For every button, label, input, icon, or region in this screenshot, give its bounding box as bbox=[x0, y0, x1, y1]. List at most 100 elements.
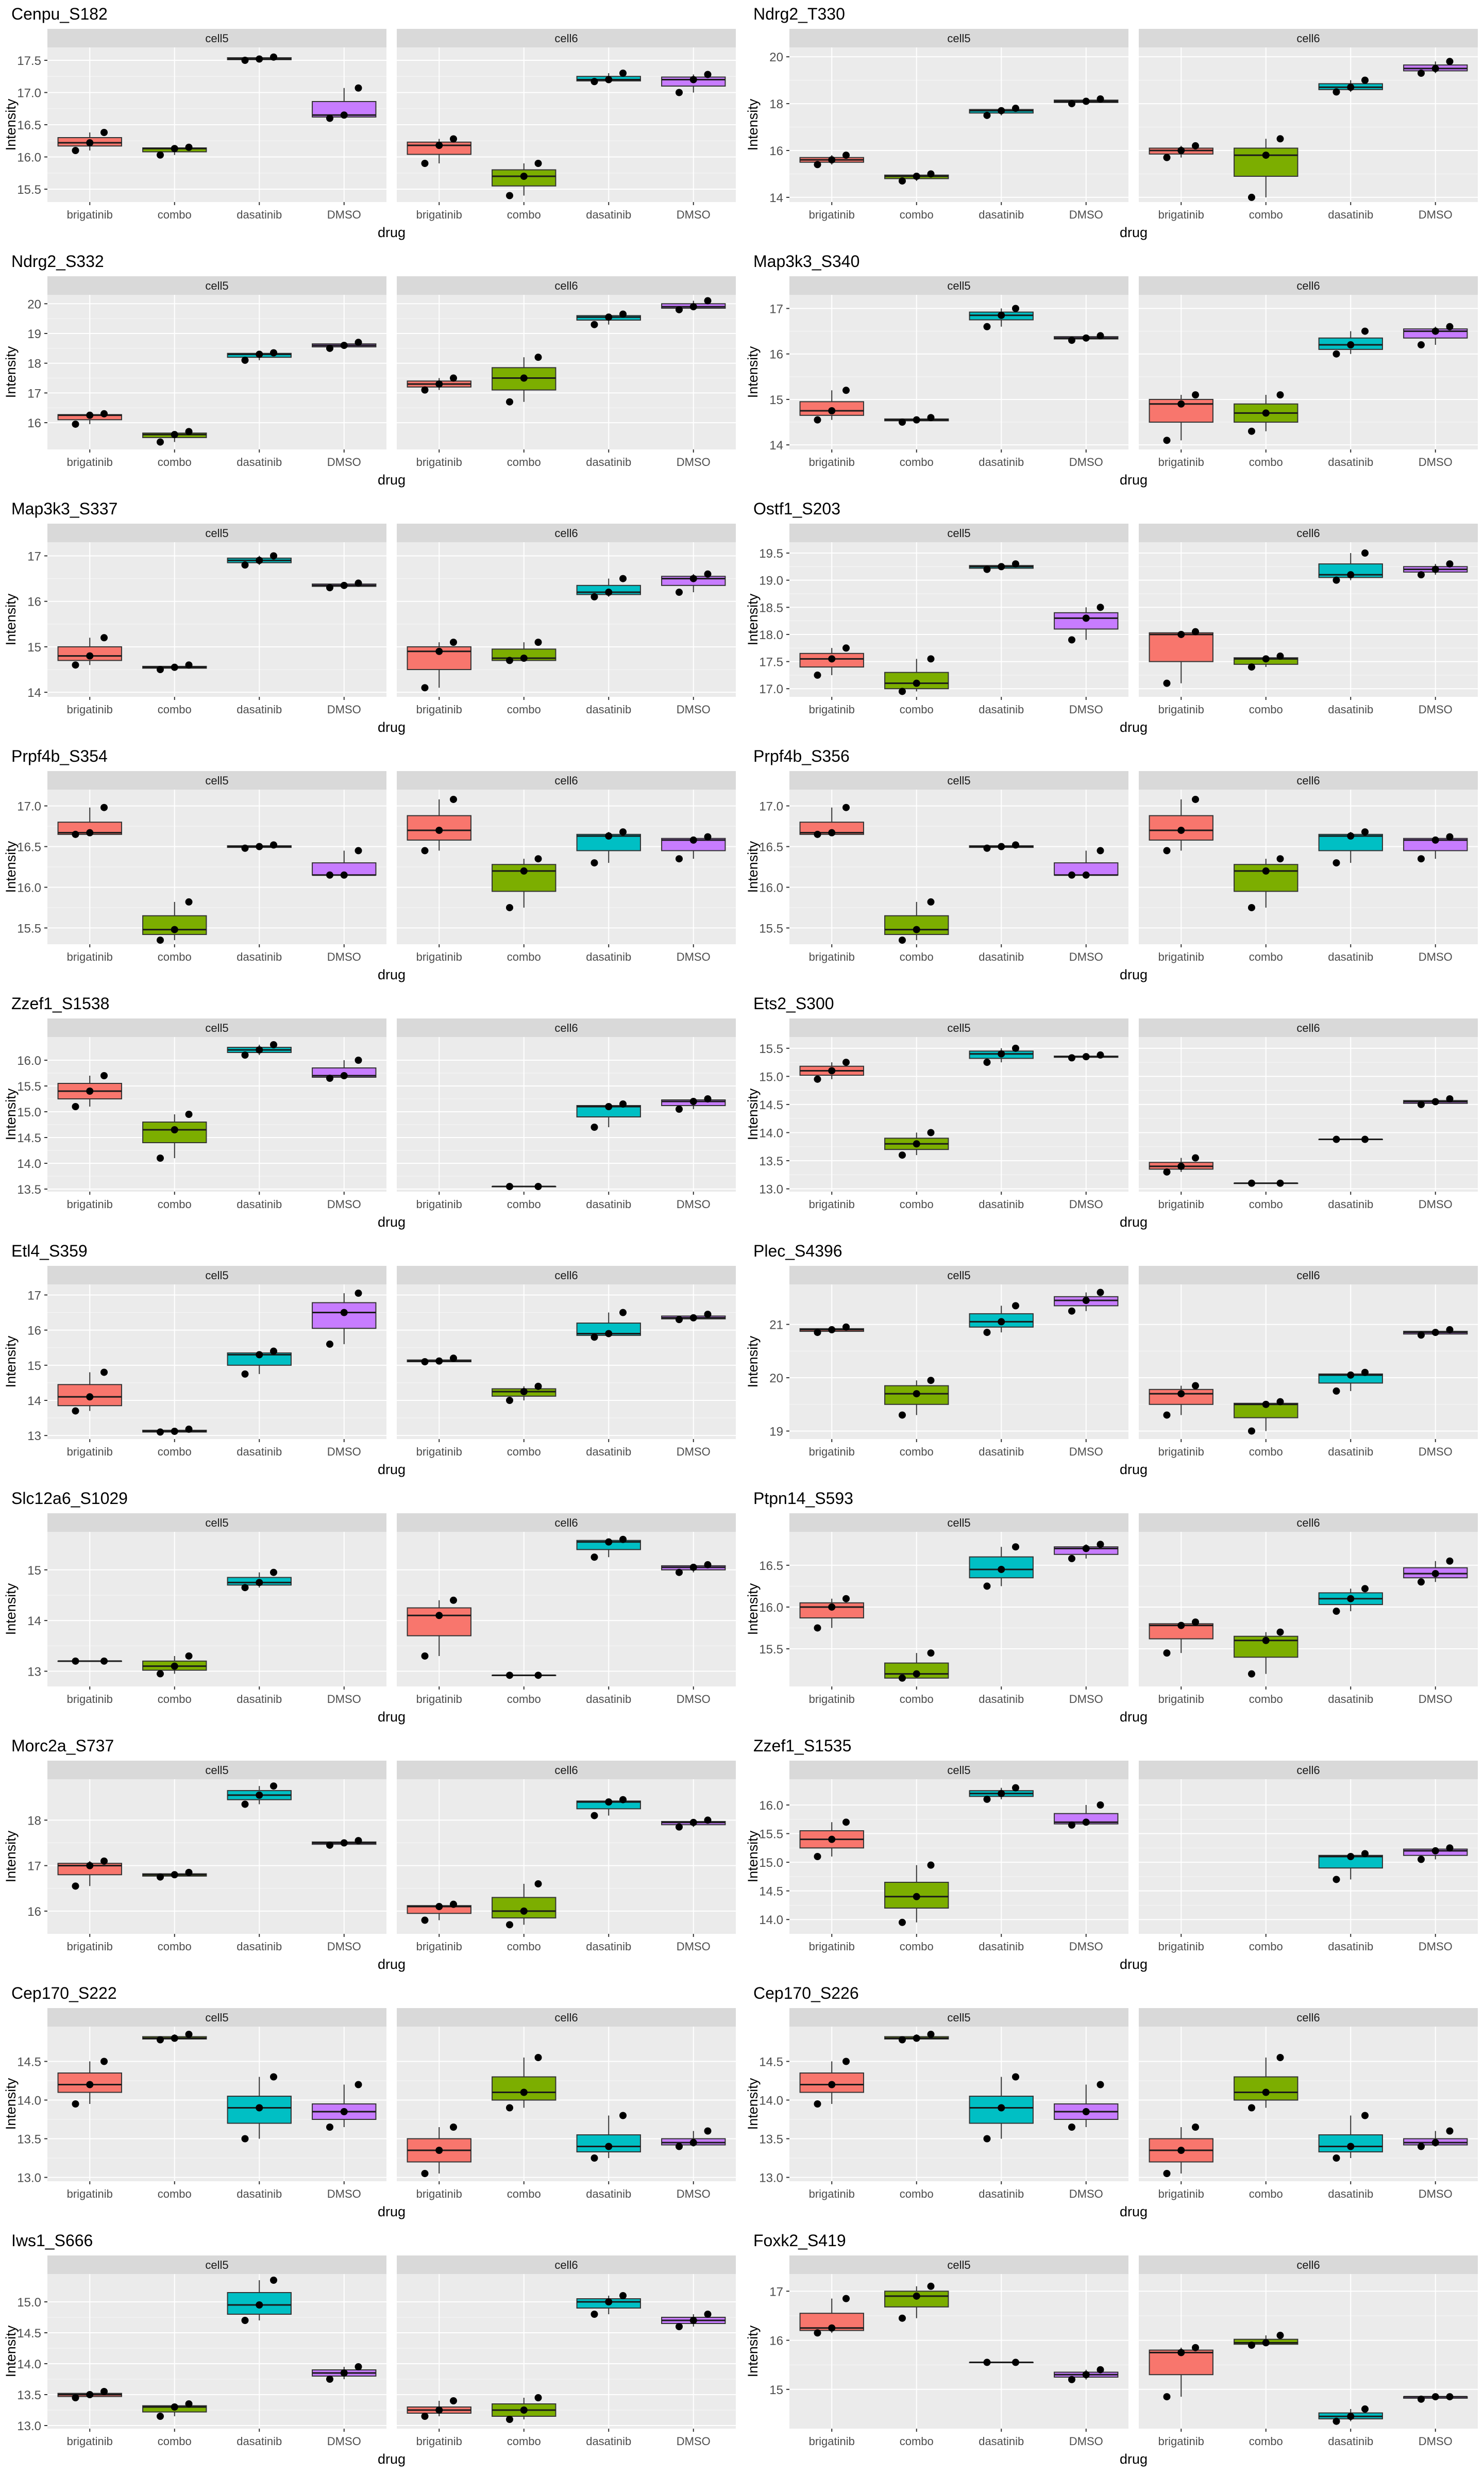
data-point bbox=[619, 1535, 627, 1543]
data-point bbox=[1097, 2081, 1104, 2088]
x-tick-label: brigatinib bbox=[809, 1445, 855, 1458]
y-tick-label: 14 bbox=[27, 1394, 41, 1408]
x-tick-label: brigatinib bbox=[1158, 208, 1204, 221]
panel-background bbox=[789, 47, 1128, 202]
box-dasatinib bbox=[576, 833, 641, 851]
data-point bbox=[1347, 1595, 1355, 1602]
data-point bbox=[185, 898, 193, 906]
data-point bbox=[1177, 1390, 1185, 1398]
data-point bbox=[185, 428, 193, 436]
x-axis-label: drug bbox=[1120, 1214, 1148, 1230]
data-point bbox=[156, 438, 164, 446]
x-tick-label: brigatinib bbox=[416, 1445, 462, 1458]
y-tick-label: 19.0 bbox=[759, 574, 783, 588]
x-tick-label: combo bbox=[1249, 703, 1283, 716]
data-point bbox=[1276, 1628, 1284, 1636]
x-axis-label: drug bbox=[1120, 967, 1148, 982]
x-axis-label: drug bbox=[1120, 1709, 1148, 1725]
y-tick-label: 14 bbox=[769, 191, 783, 205]
data-point bbox=[171, 1126, 178, 1133]
data-point bbox=[842, 1595, 850, 1602]
data-point bbox=[591, 1124, 598, 1131]
x-axis-label: drug bbox=[1120, 1957, 1148, 1972]
data-point bbox=[326, 2376, 333, 2383]
data-point bbox=[1012, 2073, 1020, 2081]
facet-strip bbox=[789, 276, 1128, 295]
x-tick-label: dasatinib bbox=[237, 950, 282, 963]
data-point bbox=[1417, 2395, 1425, 2403]
data-point bbox=[927, 1377, 935, 1384]
data-point bbox=[185, 2400, 193, 2408]
x-tick-label: brigatinib bbox=[1158, 2187, 1204, 2200]
data-point bbox=[828, 2081, 836, 2088]
x-tick-label: brigatinib bbox=[1158, 1693, 1204, 1706]
x-tick-label: dasatinib bbox=[586, 1198, 631, 1211]
data-point bbox=[1247, 663, 1255, 671]
x-tick-label: brigatinib bbox=[1158, 1445, 1204, 1458]
data-point bbox=[340, 2108, 348, 2115]
facet-label: cell6 bbox=[1296, 1516, 1320, 1529]
x-tick-label: dasatinib bbox=[1328, 1198, 1373, 1211]
data-point bbox=[828, 1603, 836, 1611]
data-point bbox=[605, 2298, 613, 2305]
data-point bbox=[591, 593, 598, 600]
data-point bbox=[355, 1057, 362, 1064]
data-point bbox=[605, 1103, 613, 1110]
x-tick-label: combo bbox=[507, 1940, 541, 1953]
data-point bbox=[72, 830, 79, 838]
data-point bbox=[1431, 64, 1439, 72]
facet-label: cell6 bbox=[554, 527, 578, 540]
data-point bbox=[355, 2363, 362, 2370]
x-tick-label: dasatinib bbox=[1328, 703, 1373, 716]
y-tick-label: 16.5 bbox=[759, 1559, 783, 1573]
y-tick-label: 14.5 bbox=[759, 2055, 783, 2069]
data-point bbox=[1097, 1051, 1104, 1059]
data-point bbox=[1262, 867, 1270, 875]
x-axis-label: drug bbox=[378, 967, 406, 982]
facet-strip bbox=[397, 276, 736, 295]
data-point bbox=[185, 1652, 193, 1660]
y-tick-label: 16.0 bbox=[17, 151, 41, 165]
x-tick-label: combo bbox=[1249, 950, 1283, 963]
y-tick-label: 14 bbox=[27, 686, 41, 700]
data-point bbox=[828, 2324, 836, 2332]
data-point bbox=[1163, 154, 1171, 161]
data-point bbox=[355, 339, 362, 346]
x-tick-label: brigatinib bbox=[67, 1445, 113, 1458]
facet-label: cell5 bbox=[205, 527, 228, 540]
data-point bbox=[1247, 1427, 1255, 1435]
y-tick-label: 13.0 bbox=[17, 2171, 41, 2185]
panel-background bbox=[789, 2274, 1128, 2429]
x-tick-label: DMSO bbox=[327, 2435, 361, 2448]
data-point bbox=[1276, 653, 1284, 660]
y-axis-label: Intensity bbox=[745, 1830, 761, 1882]
data-point bbox=[998, 107, 1005, 114]
data-point bbox=[86, 1393, 94, 1401]
chart-title: Cenpu_S182 bbox=[11, 5, 108, 23]
data-point bbox=[983, 1059, 991, 1066]
x-tick-label: dasatinib bbox=[979, 703, 1024, 716]
data-point bbox=[605, 1538, 613, 1546]
y-tick-label: 21 bbox=[769, 1318, 783, 1332]
chart-prpf4b_s354: Prpf4b_S354 Intensity drug 15.5 16.0 16.5 17.0… bbox=[3, 747, 736, 982]
data-point bbox=[1192, 628, 1200, 636]
x-tick-label: dasatinib bbox=[237, 2187, 282, 2200]
data-point bbox=[1347, 832, 1355, 840]
facet-label: cell5 bbox=[205, 32, 228, 45]
y-tick-label: 16.0 bbox=[759, 1601, 783, 1615]
y-tick-label: 15.0 bbox=[17, 2296, 41, 2310]
data-point bbox=[1417, 1331, 1425, 1339]
data-point bbox=[1097, 1541, 1104, 1548]
data-point bbox=[1431, 327, 1439, 335]
data-point bbox=[1097, 1801, 1104, 1809]
y-axis-label: Intensity bbox=[3, 1830, 19, 1882]
data-point bbox=[171, 1662, 178, 1670]
data-point bbox=[814, 416, 821, 424]
chart-title: Prpf4b_S356 bbox=[753, 747, 850, 765]
data-point bbox=[927, 2282, 935, 2290]
data-point bbox=[86, 1862, 94, 1869]
data-point bbox=[1012, 1044, 1020, 1052]
data-point bbox=[1163, 1649, 1171, 1657]
data-point bbox=[704, 2127, 712, 2135]
chart-zzef1_s1535: Zzef1_S1535 Intensity drug 14.0 14.5 15.0 15.5… bbox=[745, 1736, 1478, 1972]
